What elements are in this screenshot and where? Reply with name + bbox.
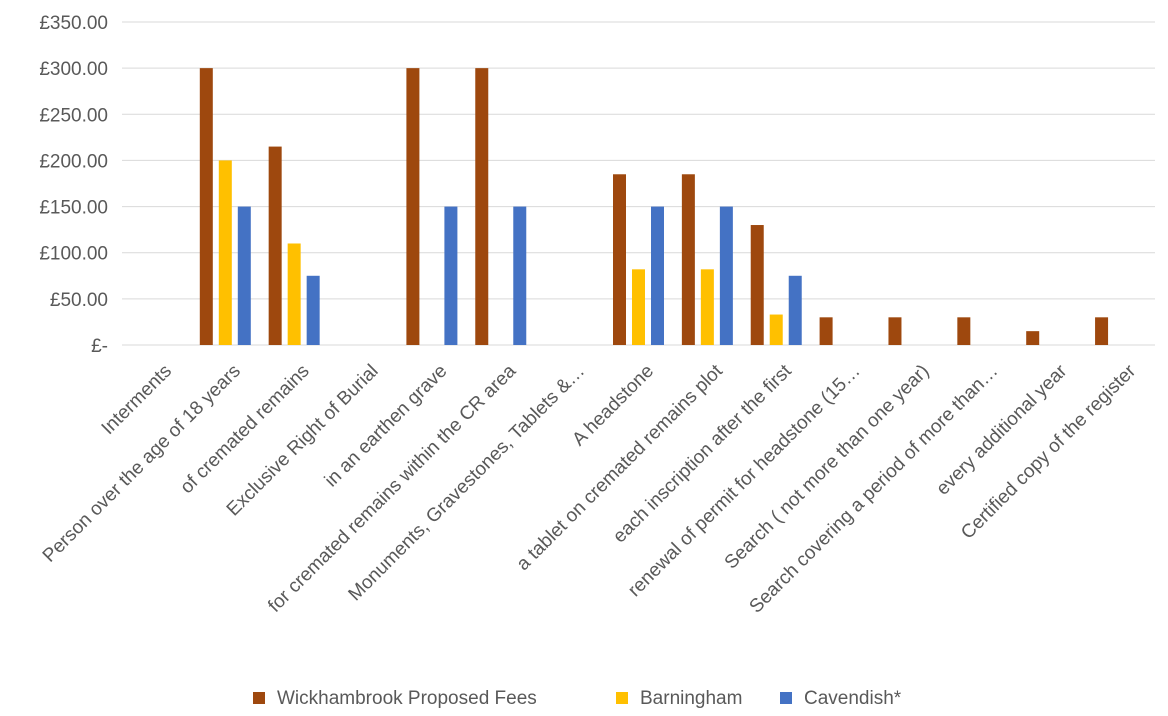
legend-swatch: [253, 692, 265, 704]
x-category-label: for cremated remains within the CR area: [264, 360, 520, 616]
bar: [719, 206, 733, 345]
y-tick-label: £150.00: [39, 198, 108, 219]
y-tick-label: £200.00: [39, 151, 108, 172]
bar: [700, 269, 714, 345]
bar: [406, 68, 420, 346]
x-category-label: Search covering a period of more than…: [746, 361, 1003, 618]
bar: [444, 206, 458, 345]
bar: [788, 275, 802, 345]
legend-label: Cavendish*: [804, 688, 902, 709]
bar: [1095, 317, 1109, 345]
bar: [218, 160, 232, 345]
y-axis-tick-labels: £- £50.00 £100.00 £150.00 £200.00 £250.00 £300…: [39, 13, 108, 357]
bar: [888, 317, 902, 345]
x-category-label: of cremated remains: [176, 361, 313, 498]
y-tick-label: £50.00: [50, 290, 108, 311]
y-tick-label: £350.00: [39, 13, 108, 34]
y-tick-label: £250.00: [39, 105, 108, 126]
bar: [475, 68, 489, 346]
bar: [306, 275, 320, 345]
bar: [199, 68, 213, 346]
bar: [632, 269, 645, 345]
x-category-label: every additional year: [932, 360, 1071, 499]
x-category-label: in an earthen grave: [321, 361, 452, 492]
y-tick-label: £-: [91, 336, 108, 357]
bar: [513, 206, 527, 345]
x-category-label: Monuments, Gravestones, Tablets &…: [345, 361, 590, 606]
bar: [237, 206, 251, 345]
legend-swatch: [616, 692, 628, 704]
y-tick-label: £300.00: [39, 59, 108, 80]
bar: [681, 174, 695, 345]
bar: [287, 243, 301, 345]
legend-swatch: [780, 692, 792, 704]
bar: [769, 314, 783, 345]
bar: [819, 317, 833, 345]
bar: [651, 206, 664, 345]
legend-label: Barningham: [640, 688, 742, 709]
bar: [613, 174, 626, 345]
bar: [1026, 331, 1040, 345]
bars: [199, 68, 1109, 346]
y-tick-label: £100.00: [39, 244, 108, 265]
bar: [268, 146, 282, 345]
legend-label: Wickhambrook Proposed Fees: [277, 688, 537, 709]
bar: [750, 225, 764, 345]
legend: Wickhambrook Proposed Fees Barningham Cave…: [253, 688, 902, 709]
bar: [957, 317, 971, 345]
